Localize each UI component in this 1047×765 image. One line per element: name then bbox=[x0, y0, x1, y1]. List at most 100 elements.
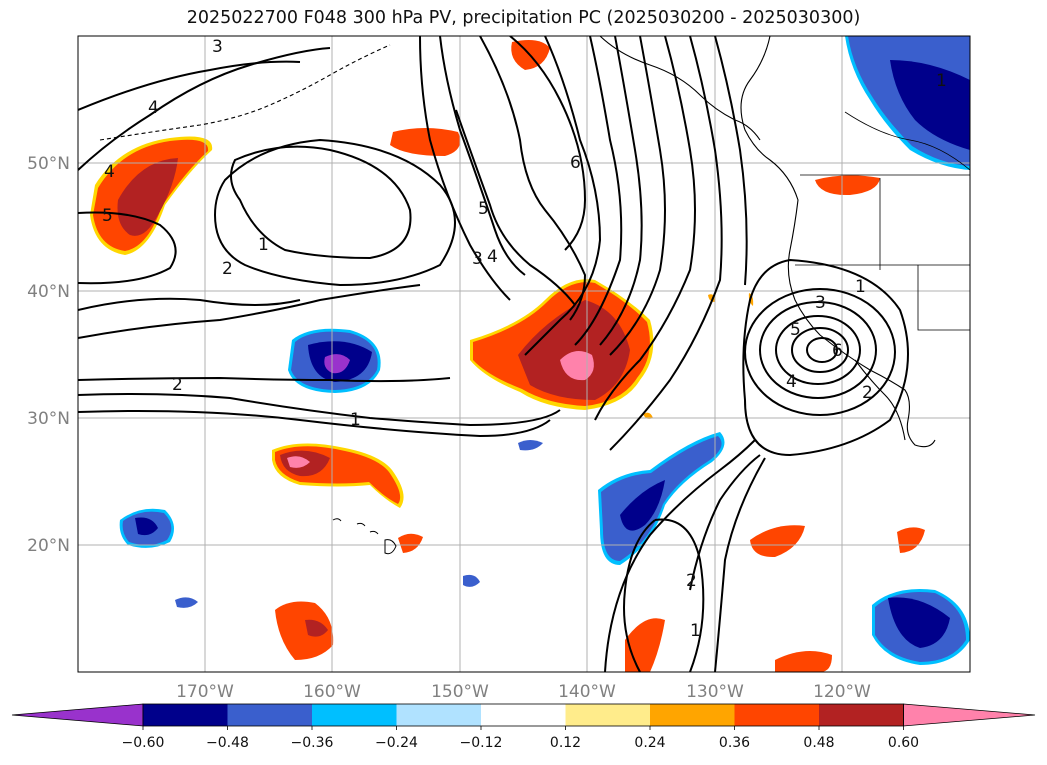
contour-label: 3 bbox=[212, 37, 223, 57]
precip-positive-region bbox=[560, 351, 594, 381]
contour-label: 5 bbox=[790, 320, 801, 340]
us-state-border bbox=[844, 111, 970, 171]
contour-label: 1 bbox=[350, 410, 361, 430]
pv-contour bbox=[78, 297, 301, 311]
lon-tick-label: 160°W bbox=[303, 682, 361, 702]
colorbar-tick-label: 0.24 bbox=[634, 735, 665, 751]
precip-positive-region bbox=[897, 527, 925, 553]
pv-contour bbox=[744, 288, 896, 416]
colorbar-segment bbox=[312, 704, 397, 726]
latitude-tick-labels: 50°N 40°N 30°N 20°N bbox=[27, 154, 70, 556]
us-state-border bbox=[917, 265, 970, 331]
lat-tick-label: 20°N bbox=[27, 536, 70, 556]
map-plot-area bbox=[78, 36, 970, 672]
colorbar-segment bbox=[819, 704, 904, 726]
pv-contour bbox=[509, 36, 587, 251]
map-title: 2025022700 F048 300 hPa PV, precipitatio… bbox=[186, 8, 861, 28]
pv-contour bbox=[78, 284, 421, 339]
precip-positive-region bbox=[275, 601, 334, 660]
precip-negative-region bbox=[135, 517, 158, 536]
contour-label: 5 bbox=[102, 206, 113, 226]
contour-label: 3 bbox=[815, 293, 826, 313]
contour-label: 1 bbox=[690, 621, 701, 641]
pv-contour bbox=[455, 109, 576, 306]
pv-contour bbox=[604, 439, 756, 672]
colorbar-tick-label: −0.36 bbox=[291, 735, 334, 751]
lon-tick-label: 170°W bbox=[176, 682, 234, 702]
pv-contour bbox=[714, 36, 748, 286]
contour-label: 5 bbox=[478, 199, 489, 219]
hawaiian-islands bbox=[332, 518, 397, 555]
precip-positive-region bbox=[775, 651, 832, 672]
pv-contour bbox=[439, 36, 526, 276]
pv-contour bbox=[78, 376, 451, 383]
precip-positive-region bbox=[398, 533, 423, 553]
colorbar-extend-min bbox=[11, 703, 144, 727]
colorbar-extend-max bbox=[903, 703, 1036, 727]
colorbar-tick-label: −0.48 bbox=[206, 735, 249, 751]
precip-positive-region bbox=[625, 618, 665, 672]
colorbar-outline bbox=[142, 703, 904, 727]
alaska-coast bbox=[599, 36, 761, 141]
lat-tick-label: 40°N bbox=[27, 282, 70, 302]
colorbar-segment bbox=[396, 704, 482, 726]
colorbar-tick-label: −0.24 bbox=[375, 735, 418, 751]
pv-contour bbox=[609, 36, 723, 451]
colorbar-tick-label: 0.60 bbox=[888, 735, 919, 751]
precip-positive-region bbox=[390, 128, 461, 156]
precip-positive-region bbox=[643, 412, 653, 419]
pv-contour bbox=[78, 60, 301, 111]
contour-label: 2 bbox=[222, 259, 233, 279]
contour-label: 3 bbox=[472, 249, 483, 269]
pv-contour bbox=[654, 518, 705, 672]
pv-contour bbox=[759, 301, 877, 399]
colorbar: −0.60 −0.48 −0.36 −0.24 −0.12 0.12 0.24 0.36 0.4… bbox=[11, 703, 1036, 751]
pv-contours bbox=[78, 36, 909, 672]
colorbar-tick-label: −0.12 bbox=[460, 735, 503, 751]
island bbox=[369, 530, 379, 535]
longitude-tick-labels: 170°W 160°W 150°W 140°W 130°W 120°W bbox=[176, 682, 871, 702]
island bbox=[356, 522, 366, 527]
precip-positive-region bbox=[305, 619, 328, 637]
pv-contour bbox=[78, 47, 331, 171]
lon-tick-label: 150°W bbox=[431, 682, 489, 702]
pv-contour bbox=[806, 337, 838, 363]
colorbar-segment bbox=[481, 704, 566, 726]
precip-positive-region bbox=[287, 456, 310, 468]
precipitation-shading bbox=[90, 36, 970, 672]
pv-contour bbox=[594, 36, 696, 421]
precip-positive-region bbox=[518, 300, 630, 400]
colorbar-segment bbox=[227, 704, 313, 726]
lon-tick-label: 120°W bbox=[813, 682, 871, 702]
pv-contour bbox=[775, 315, 861, 385]
colorbar-tick-label: 0.48 bbox=[803, 735, 834, 751]
lat-tick-label: 50°N bbox=[27, 154, 70, 174]
pv-contour bbox=[599, 36, 643, 346]
precip-negative-region bbox=[324, 354, 350, 374]
pv-contour bbox=[623, 519, 656, 672]
contour-label: 4 bbox=[104, 162, 115, 182]
colorbar-segment bbox=[734, 704, 820, 726]
pv-contour bbox=[230, 145, 412, 260]
pv-contour bbox=[689, 454, 761, 591]
contour-label: 1 bbox=[936, 71, 947, 91]
coastlines bbox=[99, 36, 936, 448]
pv-contour bbox=[78, 393, 561, 427]
precip-negative-region bbox=[888, 597, 950, 648]
contour-label: 2 bbox=[862, 383, 873, 403]
colorbar-segment bbox=[143, 704, 228, 726]
pv-contour bbox=[524, 36, 602, 356]
precip-negative-region bbox=[463, 574, 480, 587]
pv-contour bbox=[714, 457, 766, 672]
contour-label: 1 bbox=[855, 277, 866, 297]
pv-contour bbox=[213, 138, 456, 287]
colorbar-tick-label: −0.60 bbox=[122, 735, 165, 751]
contour-labels: 3 4 4 5 1 2 5 4 3 6 2 1 1 3 5 6 4 2 2 1 … bbox=[102, 37, 947, 641]
pv-contour bbox=[78, 211, 177, 285]
precip-negative-region bbox=[175, 597, 198, 608]
lon-tick-label: 140°W bbox=[558, 682, 616, 702]
contour-label: 6 bbox=[570, 153, 581, 173]
precip-negative-region bbox=[620, 480, 665, 531]
pv-contour bbox=[78, 410, 551, 438]
